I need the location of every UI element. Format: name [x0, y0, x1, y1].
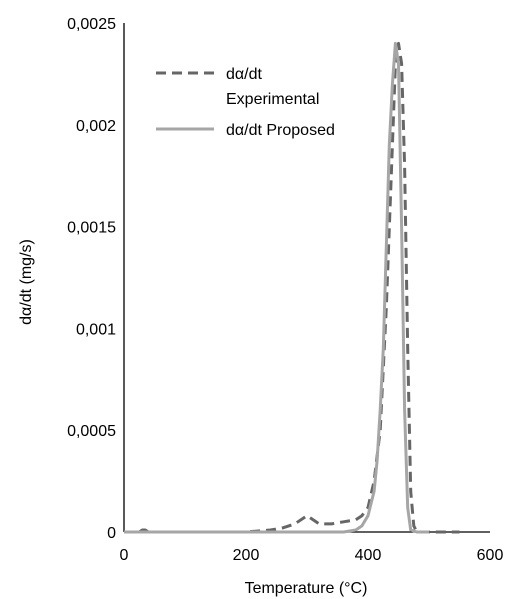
legend-label-experimental-line1: dα/dt — [226, 66, 262, 83]
y-axis-ticks: 0 0,0005 0,001 0,0015 0,002 0,0025 — [67, 16, 116, 542]
x-tick-label: 600 — [477, 547, 504, 564]
y-tick-label: 0,0015 — [67, 220, 116, 237]
y-tick-label: 0,001 — [76, 321, 116, 338]
x-tick-label: 0 — [120, 547, 129, 564]
series-line-proposed — [124, 41, 429, 534]
y-tick-label: 0,002 — [76, 118, 116, 135]
x-axis-ticks: 0 200 400 600 — [120, 547, 504, 564]
x-tick-label: 200 — [233, 547, 260, 564]
legend-label-proposed: dα/dt Proposed — [226, 122, 335, 139]
x-tick-label: 400 — [355, 547, 382, 564]
plot-area — [123, 23, 490, 534]
series-line-experimental — [138, 41, 460, 534]
y-tick-label: 0,0005 — [67, 423, 116, 440]
legend: dα/dt Experimental dα/dt Proposed — [156, 66, 335, 139]
x-axis-label: Temperature (°C) — [245, 580, 368, 597]
y-tick-label: 0,0025 — [67, 16, 116, 33]
legend-label-experimental-line2: Experimental — [226, 91, 319, 108]
y-axis-label: dα/dt (mg/s) — [18, 239, 35, 325]
y-tick-label: 0 — [107, 525, 116, 542]
